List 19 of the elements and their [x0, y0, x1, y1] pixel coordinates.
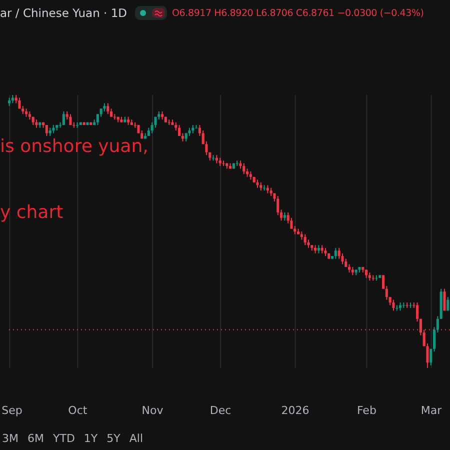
- x-tick-label: Mar: [420, 404, 442, 417]
- candlestick: [375, 275, 378, 281]
- text: 5Y: [106, 432, 120, 445]
- text: 1Y: [84, 432, 98, 445]
- x-tick-label: Sep: [2, 404, 22, 417]
- x-tick-label: Dec: [210, 404, 232, 417]
- annotation: y chart: [0, 202, 64, 223]
- x-tick-label: Oct: [68, 404, 88, 417]
- x-tick-label: Feb: [356, 404, 376, 417]
- x-tick-label: 2026: [281, 404, 310, 417]
- candlestick: [222, 160, 225, 166]
- chart-title: ar / Chinese Yuan · 1D: [0, 6, 128, 20]
- x-tick-label: Nov: [142, 404, 164, 417]
- text: YTD: [53, 432, 75, 445]
- text: 6M: [28, 432, 44, 445]
- text: All: [129, 432, 143, 445]
- chart-subtitle: O6.8917 H6.8920 L6.8706 C6.8761 −0.0300 (−0.43%): [172, 8, 424, 18]
- annotation: is onshore yuan,: [0, 136, 148, 157]
- text: 3M: [2, 432, 18, 445]
